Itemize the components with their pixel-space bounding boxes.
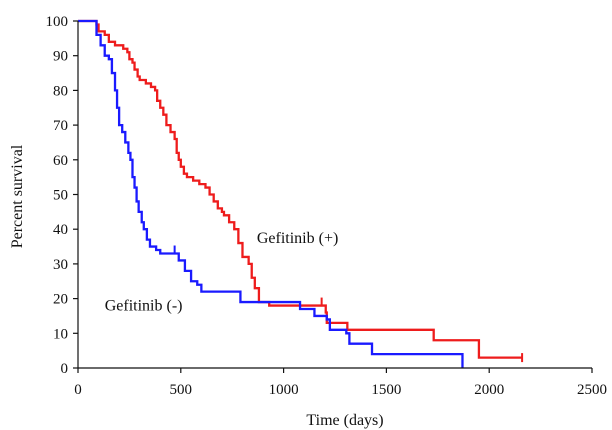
y-tick-label: 100 [46, 14, 69, 30]
survival-curve-gefitinib-plus [78, 19, 523, 359]
x-tick-label: 500 [170, 382, 193, 398]
axes: 0 500 1000 1500 2000 2500 0 10 20 30 40 50 60 70 80 90… [46, 14, 608, 398]
y-tick-label: 70 [53, 118, 68, 134]
y-tick-label: 80 [53, 83, 68, 99]
series-label-gefitinib-minus: Gefitinib (-) [105, 298, 183, 315]
x-axis-ticks: 0 500 1000 1500 2000 2500 [74, 368, 607, 398]
x-tick-label: 2500 [577, 382, 607, 398]
y-tick-label: 0 [61, 361, 69, 377]
x-tick-label: 0 [74, 382, 82, 398]
y-tick-label: 20 [53, 292, 68, 308]
y-tick-label: 10 [53, 326, 68, 342]
plot-area [78, 19, 524, 368]
y-tick-label: 50 [53, 188, 68, 204]
x-axis-title: Time (days) [306, 412, 383, 429]
series-label-gefitinib-plus: Gefitinib (+) [257, 230, 338, 247]
y-tick-label: 60 [53, 153, 68, 169]
y-axis-title: Percent survival [9, 144, 26, 248]
x-tick-label: 1500 [371, 382, 401, 398]
y-axis-ticks: 0 10 20 30 40 50 60 70 80 90 100 [46, 14, 78, 377]
survival-curve-gefitinib-minus [78, 19, 464, 368]
y-tick-label: 90 [53, 49, 68, 65]
y-tick-label: 40 [53, 222, 68, 238]
x-tick-label: 1000 [269, 382, 299, 398]
x-tick-label: 2000 [474, 382, 504, 398]
y-tick-label: 30 [53, 257, 68, 273]
